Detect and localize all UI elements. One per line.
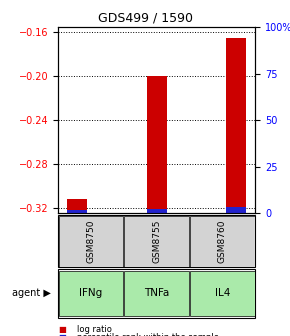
Bar xyxy=(59,216,123,266)
Bar xyxy=(226,38,246,213)
Bar xyxy=(226,207,246,213)
Text: TNFa: TNFa xyxy=(144,288,169,298)
Bar xyxy=(67,199,87,213)
Text: GSM8755: GSM8755 xyxy=(152,219,161,263)
Text: log ratio: log ratio xyxy=(77,325,112,334)
Text: IFNg: IFNg xyxy=(79,288,102,298)
Text: GSM8750: GSM8750 xyxy=(86,219,95,263)
Bar xyxy=(190,216,255,266)
Text: percentile rank within the sample: percentile rank within the sample xyxy=(77,333,219,336)
Text: agent ▶: agent ▶ xyxy=(12,288,51,298)
Bar xyxy=(190,271,255,316)
Bar xyxy=(59,271,123,316)
Bar xyxy=(67,210,87,213)
Bar xyxy=(147,76,166,213)
Bar xyxy=(124,216,189,266)
Text: ■: ■ xyxy=(58,333,66,336)
Text: IL4: IL4 xyxy=(215,288,230,298)
Bar xyxy=(124,271,189,316)
Text: GDS499 / 1590: GDS499 / 1590 xyxy=(97,12,193,25)
Bar xyxy=(147,209,166,213)
Text: GSM8760: GSM8760 xyxy=(218,219,227,263)
Text: ■: ■ xyxy=(58,325,66,334)
